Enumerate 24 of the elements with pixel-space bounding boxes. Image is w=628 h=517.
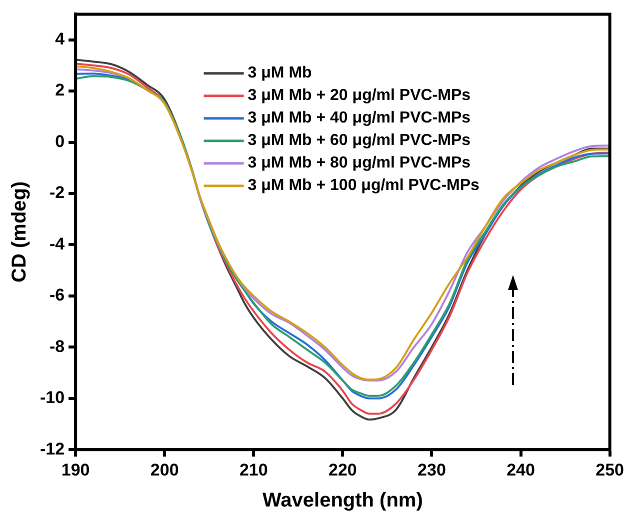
x-tick-label: 190 <box>61 460 90 480</box>
x-axis-title: Wavelength (nm) <box>262 490 423 512</box>
legend-label: 3 μM Mb + 20 μg/ml PVC-MPs <box>248 87 471 104</box>
y-tick-label: -6 <box>49 286 65 305</box>
x-tick-label: 240 <box>506 460 535 480</box>
x-tick-label: 210 <box>239 460 268 480</box>
y-tick-label: 0 <box>55 132 65 151</box>
y-tick-label: -8 <box>49 336 65 356</box>
y-tick-label: -2 <box>49 183 65 202</box>
legend-label: 3 μM Mb + 40 μg/ml PVC-MPs <box>248 110 471 127</box>
x-tick-label: 220 <box>328 460 357 480</box>
legend-label: 3 μM Mb <box>248 64 312 82</box>
x-tick-label: 200 <box>150 460 179 480</box>
y-tick-label: -12 <box>40 439 65 458</box>
y-tick-label: 2 <box>55 80 65 100</box>
y-axis-title: CD (mdeg) <box>8 181 31 282</box>
y-tick-label: -4 <box>49 234 66 254</box>
x-tick-label: 230 <box>418 460 446 480</box>
y-tick-label: -10 <box>40 388 65 408</box>
legend-label: 3 μM Mb + 80 μg/ml PVC-MPs <box>248 154 471 172</box>
y-tick-label: 4 <box>55 30 66 48</box>
x-tick-label: 250 <box>596 460 624 480</box>
legend-label: 3 μM Mb + 100 μg/ml PVC-MPs <box>248 177 480 194</box>
legend-label: 3 μM Mb + 60 μg/ml PVC-MPs <box>248 132 471 150</box>
